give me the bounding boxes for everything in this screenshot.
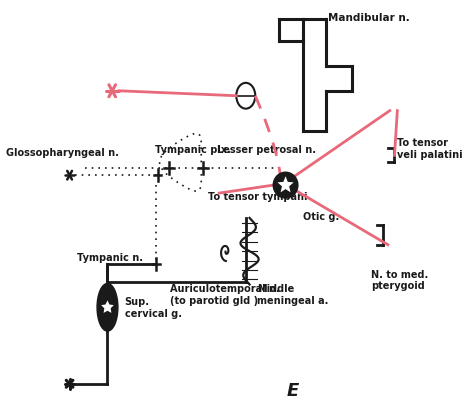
Text: Auriculotemporal n.
(to parotid gld ): Auriculotemporal n. (to parotid gld ) [170, 284, 280, 306]
Polygon shape [277, 176, 294, 193]
Ellipse shape [97, 283, 118, 331]
Text: Glossopharyngeal n.: Glossopharyngeal n. [6, 149, 119, 158]
Text: Sup.
cervical g.: Sup. cervical g. [125, 298, 182, 319]
Polygon shape [101, 300, 114, 313]
Text: To tensor tympani: To tensor tympani [208, 192, 308, 202]
Text: Otic g.: Otic g. [302, 212, 339, 222]
Ellipse shape [237, 83, 255, 109]
Text: To tensor
veli palatini: To tensor veli palatini [397, 138, 463, 160]
Text: Lesser petrosal n.: Lesser petrosal n. [218, 145, 316, 155]
Text: Mandibular n.: Mandibular n. [328, 13, 410, 23]
Text: N. to med.
pterygoid: N. to med. pterygoid [371, 269, 428, 291]
Circle shape [273, 172, 298, 198]
Text: Middle
meningeal a.: Middle meningeal a. [257, 284, 328, 306]
Text: Tympanic n.: Tympanic n. [77, 253, 143, 263]
Text: Tympanic plx.: Tympanic plx. [155, 145, 231, 155]
Text: E: E [287, 382, 299, 400]
